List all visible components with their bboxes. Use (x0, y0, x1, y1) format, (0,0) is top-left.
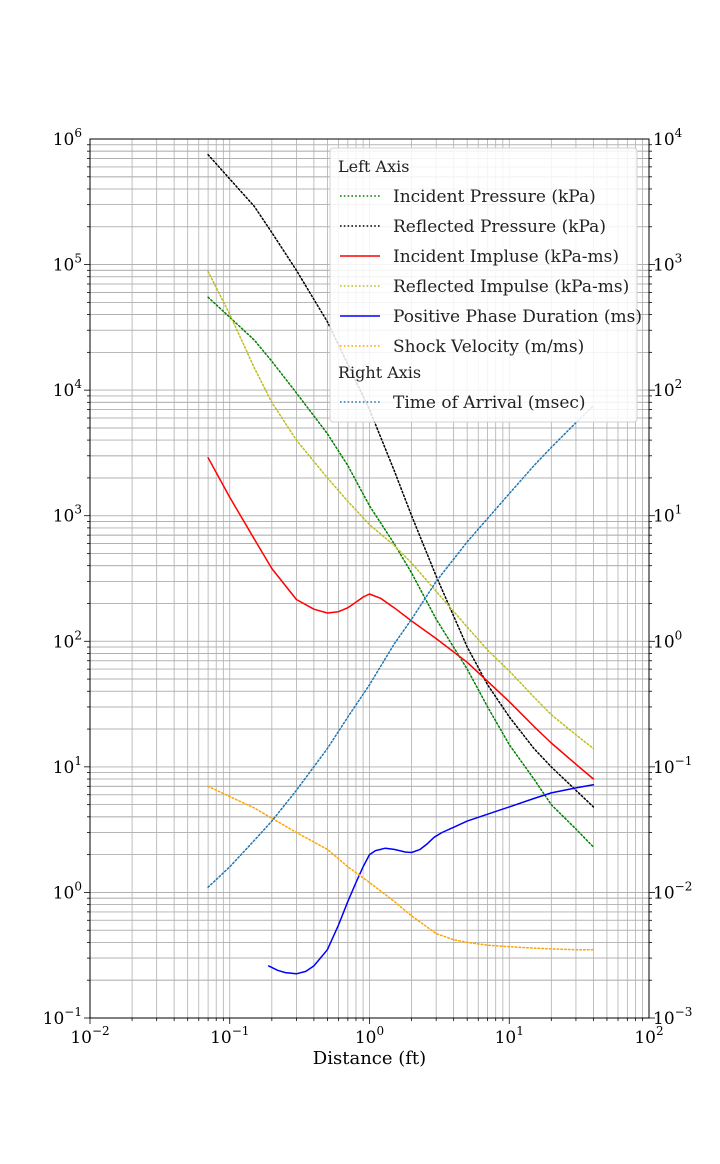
legend-entry-label: Reflected Impulse (kPa-ms) (393, 277, 629, 297)
series-line-2 (207, 153, 595, 808)
x-tick-label: 10−1 (210, 1024, 249, 1048)
legend-entry-label: Incident Pressure (kPa) (393, 187, 596, 207)
series-line-5 (267, 784, 595, 975)
series-line-4 (207, 270, 595, 750)
legend: Left Axis Incident Pressure (kPa) Reflecte… (329, 147, 642, 423)
x-tick-label: 10−2 (70, 1024, 109, 1048)
y-left-tick-label: 101 (53, 754, 82, 778)
y-right-tick-label: 10−1 (653, 754, 692, 778)
x-tick-label: 101 (495, 1024, 524, 1048)
y-left-tick-label: 100 (53, 879, 82, 903)
y-left-tick-label: 10−1 (43, 1005, 82, 1029)
y-left-tick-label: 104 (53, 377, 83, 401)
y-left-tick-label: 102 (53, 628, 82, 652)
legend-entry-label: Shock Velocity (m/ms) (393, 337, 584, 357)
tick-layer: 10−2 10−1 100 101 10210−11001011021031041051… (43, 126, 693, 1048)
series-layer (207, 153, 595, 975)
legend-entry-label: Reflected Pressure (kPa) (393, 217, 606, 237)
y-right-tick-label: 104 (653, 126, 683, 150)
legend-box (329, 147, 638, 423)
series-line-3 (207, 456, 595, 780)
legend-entry-label: Time of Arrival (msec) (393, 393, 586, 413)
y-left-tick-label: 103 (53, 503, 82, 527)
x-tick-label: 100 (355, 1024, 384, 1048)
y-right-tick-label: 100 (653, 628, 682, 652)
series-line-1 (207, 296, 595, 848)
series-line-7 (207, 405, 595, 888)
x-tick-label: 102 (634, 1024, 663, 1048)
x-axis-label: Distance (ft) (313, 1048, 426, 1069)
legend-entry-label: Incident Impluse (kPa-ms) (393, 247, 619, 267)
y-right-tick-label: 10−3 (653, 1005, 692, 1029)
y-left-tick-label: 106 (53, 126, 82, 150)
y-right-tick-label: 10−2 (653, 879, 692, 903)
legend-entry-label: Positive Phase Duration (ms) (393, 307, 642, 327)
y-right-tick-label: 101 (653, 503, 682, 527)
legend-right-header: Right Axis (338, 363, 421, 382)
y-left-tick-label: 105 (53, 252, 82, 276)
y-right-tick-label: 103 (653, 252, 682, 276)
legend-left-header: Left Axis (338, 157, 409, 176)
series-line-6 (207, 785, 595, 951)
y-right-tick-label: 102 (653, 377, 682, 401)
